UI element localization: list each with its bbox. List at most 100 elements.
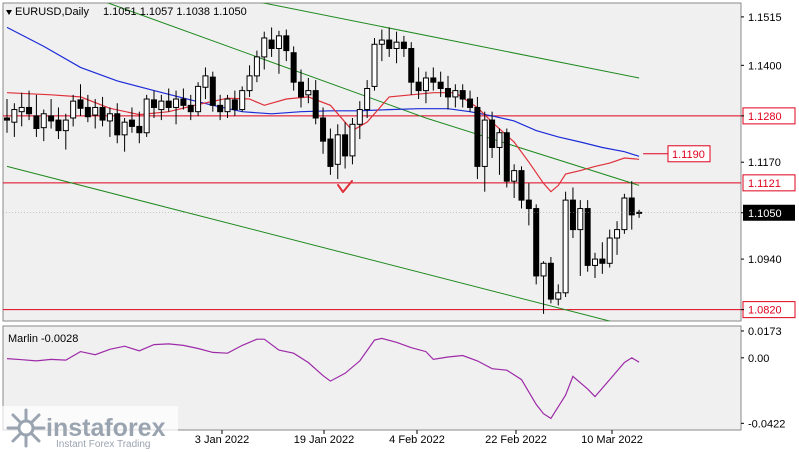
candle [533, 204, 540, 285]
indicator-label: Marlin -0.0028 [8, 333, 78, 345]
candle-body [437, 81, 444, 90]
candle-body [467, 98, 474, 108]
candle [290, 46, 297, 91]
candle-body [533, 208, 540, 277]
candle-body [239, 90, 246, 111]
indicator-tick-label: -0.0422 [748, 418, 785, 430]
candle-body [231, 99, 238, 111]
candle-body [4, 117, 10, 121]
candle [55, 107, 62, 140]
candle [621, 193, 628, 234]
candle-body [283, 35, 290, 52]
candle-body [253, 56, 260, 77]
candle [128, 107, 135, 133]
candle-body [320, 117, 327, 142]
watermark: instaforex Instant Forex Trading [0, 406, 178, 452]
candle-body [445, 88, 451, 98]
candle [70, 94, 77, 127]
candle-body [18, 106, 25, 113]
candle [584, 200, 591, 272]
candles [4, 27, 643, 314]
candle-body [151, 99, 157, 108]
candle-body [614, 229, 621, 239]
checkmark-icon [337, 180, 353, 193]
candle [474, 96, 481, 180]
time-tick-label: 3 Jan 2022 [195, 434, 249, 446]
candle [261, 31, 268, 70]
time-axis: 3 Jan 2022 19 Jan 2022 4 Feb 2022 22 Feb 20… [195, 430, 643, 446]
candle [459, 84, 466, 108]
level-label: 1.0820 [748, 305, 782, 317]
candle-body [305, 90, 312, 96]
candle-body [40, 113, 47, 129]
candle [209, 71, 216, 112]
candle [364, 80, 371, 118]
price-tick-label: 1.1515 [748, 12, 782, 24]
candle [114, 103, 121, 144]
candle-body [496, 132, 503, 148]
candle [40, 109, 47, 142]
candle-body [547, 262, 554, 300]
candle-body [48, 115, 55, 122]
candle [26, 90, 33, 121]
candle [349, 117, 356, 165]
ohlc-readout: 1.1051 1.1057 1.1038 1.1050 [103, 6, 247, 18]
candle-body [77, 99, 84, 109]
candle-body [342, 134, 349, 157]
chart-header: EURUSD,Daily 1.1051 1.1057 1.1038 1.1050 [6, 6, 247, 18]
candle-body [224, 98, 231, 113]
candle-body [62, 119, 69, 132]
candle [4, 99, 10, 133]
candle [173, 90, 180, 125]
candle [592, 252, 598, 279]
channel-line [261, 3, 640, 79]
candle-body [187, 104, 194, 113]
candle [327, 128, 334, 175]
candle [283, 29, 290, 62]
candle [467, 90, 474, 112]
candle [525, 183, 532, 226]
candle-body [114, 113, 121, 136]
candle [11, 103, 18, 137]
oscillator [6, 337, 640, 420]
candle [547, 256, 554, 304]
candle-body [312, 90, 319, 119]
candle [320, 107, 327, 154]
candle [408, 42, 415, 95]
slow-moving-average [6, 26, 640, 157]
callout-label: 1.1190 [672, 149, 705, 161]
callout-box [667, 145, 711, 163]
candle-body [540, 262, 547, 277]
candle [312, 80, 319, 125]
candle [106, 107, 113, 137]
candle [180, 88, 187, 110]
candle-body [143, 98, 150, 134]
moving-averages [6, 26, 640, 193]
candle [614, 221, 621, 255]
indicator-axis: 0.0173 0.00 -0.0422 [741, 326, 785, 430]
candle-body [246, 75, 253, 92]
candle [48, 99, 55, 129]
candle [246, 65, 253, 97]
candle-body [128, 119, 135, 127]
time-tick-label: 19 Jan 2022 [294, 434, 355, 446]
candle-body [136, 125, 143, 134]
candle-body [165, 100, 172, 108]
dropdown-triangle-icon[interactable] [6, 10, 12, 15]
candle [224, 94, 231, 118]
candle-body [459, 90, 466, 100]
candle-body [364, 88, 371, 111]
candle-body [415, 81, 422, 92]
candle-body [268, 39, 275, 49]
candle [121, 117, 128, 152]
candle-body [261, 37, 268, 58]
candle [400, 35, 407, 57]
candle-body [628, 197, 635, 216]
candle [77, 84, 84, 116]
candle-body [195, 85, 202, 113]
candle-body [599, 258, 606, 264]
candle-body [400, 41, 407, 49]
candle [503, 128, 510, 188]
candle [99, 96, 106, 127]
candle-body [55, 119, 62, 132]
